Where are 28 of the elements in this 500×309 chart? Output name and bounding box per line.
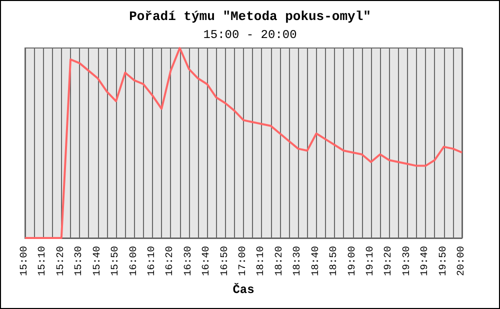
x-tick-label: 17:00 — [238, 246, 249, 276]
x-tick-label: 16:10 — [146, 246, 158, 276]
x-tick-label: 19:40 — [420, 246, 432, 276]
chart-subtitle: 15:00 - 20:00 — [203, 28, 297, 42]
x-tick-label: 15:00 — [20, 246, 30, 276]
x-tick-label: 18:20 — [274, 246, 286, 276]
x-tick-label: 15:50 — [110, 246, 122, 276]
x-tick-label: 16:40 — [202, 246, 213, 276]
x-tick-label: 19:10 — [365, 246, 376, 276]
x-tick-label: 19:20 — [384, 246, 395, 276]
x-tick-label: 15:40 — [92, 246, 104, 276]
x-tick-label: 19:50 — [438, 246, 450, 276]
x-tick-label: 18:40 — [310, 246, 322, 276]
x-axis-title: Čas — [232, 282, 254, 297]
chart-title: Pořadí týmu "Metoda pokus-omyl" — [129, 9, 371, 24]
x-tick-label: 15:20 — [56, 246, 67, 276]
x-tick-label: 16:00 — [128, 246, 140, 276]
x-tick-label: 16:20 — [165, 246, 176, 276]
x-tick-label: 15:10 — [38, 246, 49, 276]
x-tick-label: 20:00 — [456, 246, 468, 276]
x-tick-label: 18:10 — [256, 246, 268, 276]
x-tick-label: 19:30 — [402, 246, 413, 276]
x-tick-label: 18:30 — [292, 246, 304, 276]
x-tick-label: 16:50 — [220, 246, 231, 276]
x-tick-label: 19:00 — [347, 246, 358, 276]
x-tick-label: 15:30 — [74, 246, 86, 276]
x-tick-label: 18:50 — [329, 246, 340, 276]
x-tick-label: 16:30 — [183, 246, 194, 276]
